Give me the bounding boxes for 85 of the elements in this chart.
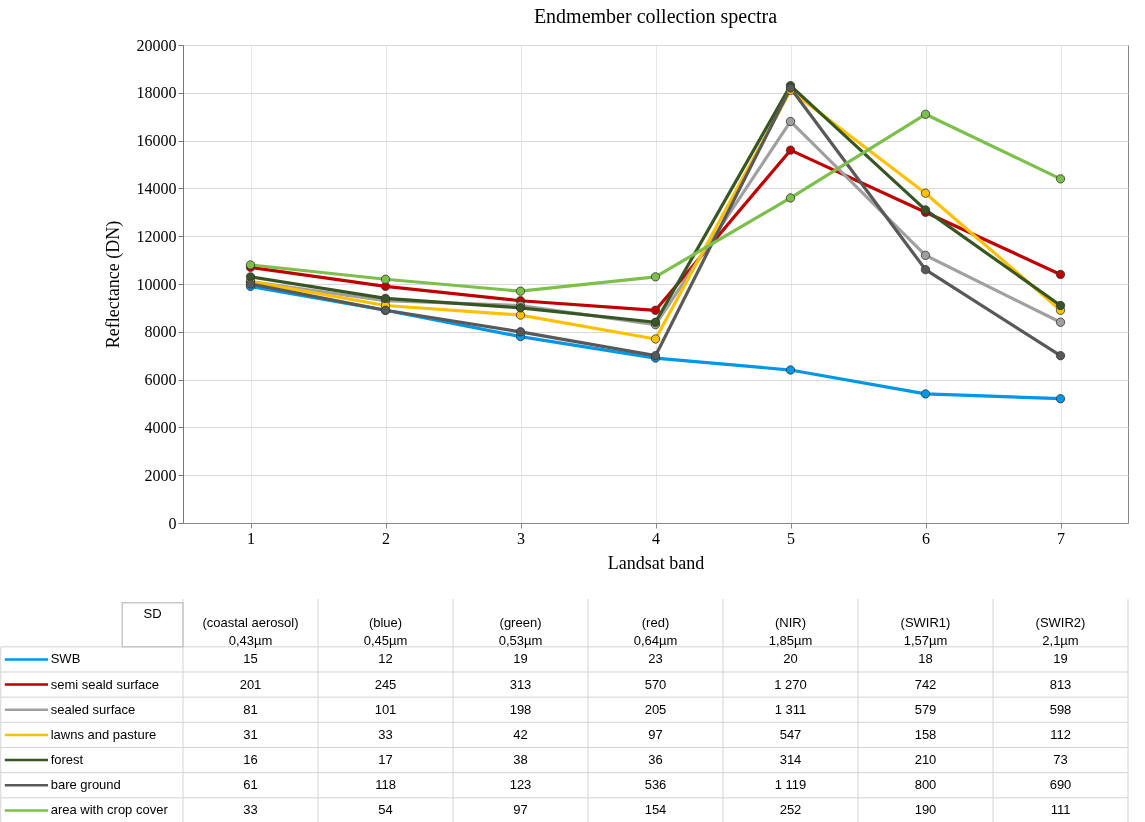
data-label: 33 [378,726,393,742]
data-label: 245 [374,676,397,692]
data-label: 1 270 [774,676,807,692]
text: SD [143,606,162,622]
y-tick-label: 12000 [136,227,177,245]
data-label: 190 [914,802,937,818]
data-label: 36 [648,752,663,768]
data-label: 12 [378,651,393,667]
y-tick-label: 8000 [144,323,177,341]
data-label: 18 [918,651,933,667]
category-label: (red) 0,64µm [633,614,678,648]
data-label: 73 [1053,752,1068,768]
category-label: (blue) 0,45µm [363,614,408,648]
legend-label: forest [50,752,84,768]
legend-label: sealed surface [50,701,136,717]
data-label: 16 [243,752,258,768]
data-label: 19 [513,651,528,667]
legend-label: lawns and pasture [50,726,157,742]
x-tick-label: 2 [382,529,390,547]
data-label: 1 119 [774,777,807,793]
data-label: 112 [1050,726,1071,742]
y-tick-label: 18000 [136,84,177,102]
data-label: 158 [914,726,937,742]
legend-label: bare ground [50,777,121,793]
data-label: 205 [644,701,667,717]
data-label: 42 [513,726,528,742]
data-label: 570 [644,676,667,692]
data-label: 118 [375,777,396,793]
data-label: 536 [644,777,667,793]
data-label: 101 [374,701,397,717]
y-tick-label: 6000 [144,371,177,389]
data-label: 123 [509,777,532,793]
data-label: 38 [513,752,528,768]
data-label: 210 [914,752,937,768]
data-label: 813 [1049,676,1072,692]
y-axis-title: Reflectance (DN) [102,220,124,349]
x-tick-label: 4 [652,529,660,547]
data-label: 154 [644,802,667,818]
category-label: (SWIR1) 1,57µm [900,614,951,648]
legend-label: semi seald surface [50,676,160,692]
y-tick-label: 16000 [136,132,177,150]
data-label: 1 311 [774,701,807,717]
category-label: (NIR) 1,85µm [768,614,813,648]
data-label: 15 [243,651,258,667]
data-label: 111 [1050,802,1071,818]
legend-label: area with crop cover [50,802,169,818]
data-label: 690 [1049,777,1072,793]
data-label: 314 [779,752,802,768]
data-label: 61 [243,777,258,793]
y-tick-label: 4000 [144,418,177,436]
chart-title: Endmember collection spectra [533,5,778,28]
data-label: 17 [378,752,393,768]
data-label: 201 [239,676,262,692]
y-tick-label: 20000 [136,36,177,54]
data-label: 31 [243,726,258,742]
data-label: 547 [779,726,802,742]
category-label: (coastal aerosol) 0,43µm [202,614,299,648]
x-tick-label: 3 [517,529,525,547]
x-tick-label: 6 [922,529,930,547]
data-label: 252 [779,802,802,818]
y-tick-label: 14000 [136,179,177,197]
data-label: 579 [914,701,937,717]
category-label: (SWIR2) 2,1µm [1035,614,1086,648]
data-label: 33 [243,802,258,818]
data-label: 800 [914,777,937,793]
y-tick-label: 10000 [136,275,177,293]
data-label: 54 [378,802,393,818]
data-label: 23 [648,651,663,667]
x-tick-label: 7 [1057,529,1065,547]
data-label: 598 [1049,701,1072,717]
x-tick-label: 5 [787,529,795,547]
data-label: 81 [243,701,258,717]
data-label: 97 [648,726,663,742]
x-tick-label: 1 [247,529,255,547]
category-label: (green) 0,53µm [498,614,543,648]
x-axis-title: Landsat band [607,552,705,573]
data-label: 742 [914,676,937,692]
data-label: 97 [513,802,528,818]
y-tick-label: 2000 [144,466,177,484]
data-label: 313 [509,676,532,692]
data-label: 198 [509,701,532,717]
y-tick-label: 0 [168,514,177,532]
data-label: 19 [1053,651,1068,667]
data-label: 20 [783,651,798,667]
series-label: SWB [50,651,81,667]
